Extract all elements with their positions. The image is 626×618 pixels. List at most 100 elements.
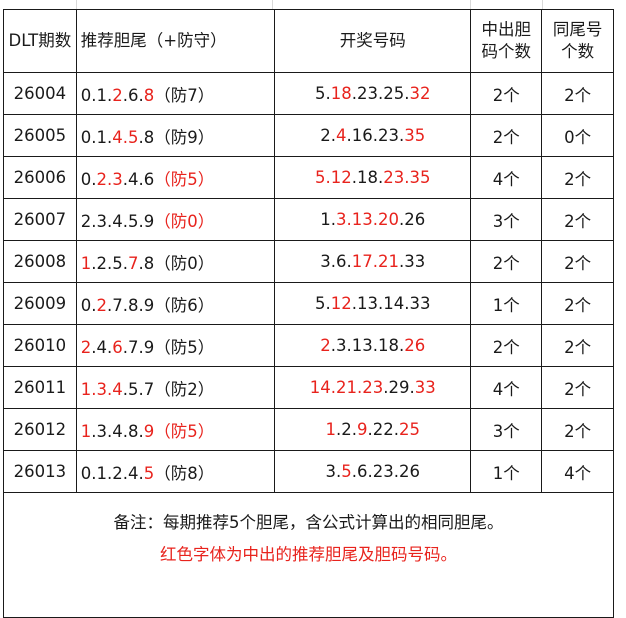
number-text: .2.5.: [91, 253, 128, 273]
hit-count-cell[interactable]: 4个: [470, 366, 543, 409]
period-cell[interactable]: 26004: [3, 72, 77, 115]
hit-number: 4.5: [112, 127, 139, 147]
same-tail-cell[interactable]: 2个: [541, 198, 614, 241]
hit-number: 2: [96, 295, 108, 315]
period-cell[interactable]: 26013: [3, 450, 77, 493]
recommend-cell[interactable]: 0.2.7.8.9（防6）: [75, 282, 276, 325]
draw-cell[interactable]: 14.21.23.29.33: [274, 366, 472, 409]
period-cell[interactable]: 26010: [3, 324, 77, 367]
period-cell[interactable]: 26009: [3, 282, 77, 325]
hit-number: 33: [414, 378, 436, 397]
header-hit[interactable]: 中出胆码个数: [470, 9, 543, 73]
hit-count-cell[interactable]: 4个: [470, 156, 543, 199]
recommend-cell[interactable]: 0.1.4.5.8（防9）: [75, 114, 276, 157]
number-text: .3.4.8.: [91, 421, 144, 441]
hit-number: 5: [143, 463, 155, 483]
draw-cell[interactable]: 5.18.23.25.32: [274, 72, 472, 115]
period-cell[interactable]: 26005: [3, 114, 77, 157]
sheet-gridline: [542, 0, 543, 9]
recommend-cell[interactable]: 1.2.5.7.8（防0）: [75, 240, 276, 283]
hit-number: 25: [399, 420, 420, 439]
number-text: 5.: [315, 84, 331, 103]
hit-number: 32: [409, 84, 431, 103]
draw-cell[interactable]: 3.6.17.21.33: [274, 240, 472, 283]
number-text: .13.14.33: [351, 294, 431, 313]
same-tail-cell[interactable]: 2个: [541, 240, 614, 283]
recommend-cell[interactable]: 1.3.4.5.7（防2）: [75, 366, 276, 409]
hit-count-cell[interactable]: 2个: [470, 72, 543, 115]
number-text: .16.23.: [346, 126, 405, 145]
hit-number: 2.3: [96, 169, 123, 189]
number-text: （防7）: [154, 85, 215, 105]
period-cell[interactable]: 26011: [3, 366, 77, 409]
recommend-cell[interactable]: 1.3.4.8.9（防5）: [75, 408, 276, 451]
draw-cell[interactable]: 5.12.18.23.35: [274, 156, 472, 199]
hit-count-cell[interactable]: 2个: [470, 240, 543, 283]
hit-number: 18: [330, 84, 352, 103]
recommend-cell[interactable]: 0.2.3.4.6（防5）: [75, 156, 276, 199]
number-text: .2.: [336, 420, 357, 439]
sheet-gridline: [76, 0, 77, 9]
same-tail-cell[interactable]: 2个: [541, 366, 614, 409]
same-tail-cell[interactable]: 2个: [541, 408, 614, 451]
sheet-gridline: [272, 0, 273, 9]
number-text: .7.9（防5）: [122, 337, 215, 357]
draw-cell[interactable]: 3.5.6.23.26: [274, 450, 472, 493]
recommend-cell[interactable]: 0.1.2.6.8（防7）: [75, 72, 276, 115]
hit-number: 35: [404, 126, 426, 145]
number-text: 0.: [80, 169, 97, 189]
draw-cell[interactable]: 1.3.13.20.26: [274, 198, 472, 241]
hit-number: 12: [330, 294, 352, 313]
hit-number: 1: [80, 421, 92, 441]
recommend-cell[interactable]: 2.3.4.5.9（防0）: [75, 198, 276, 241]
note-row: 备注：每期推荐5个胆尾，含公式计算出的相同胆尾。 红色字体为中出的推荐胆尾及胆码…: [3, 492, 614, 618]
hit-count-cell[interactable]: 1个: [470, 282, 543, 325]
lottery-table: DLT期数 推荐胆尾（+防守） 开奖号码 中出胆码个数 同尾号个数 26004 0…: [3, 9, 614, 618]
number-text: .6.: [122, 85, 144, 105]
hit-number: 14.21.23: [309, 378, 384, 397]
header-row: DLT期数 推荐胆尾（+防守） 开奖号码 中出胆码个数 同尾号个数: [3, 9, 614, 73]
hit-number: （防5）: [154, 169, 215, 189]
table-row: 26013 0.1.2.4.5（防8） 3.5.6.23.26 1个 4个: [3, 450, 614, 493]
same-tail-cell[interactable]: 2个: [541, 156, 614, 199]
recommend-cell[interactable]: 0.1.2.4.5（防8）: [75, 450, 276, 493]
draw-cell[interactable]: 1.2.9.22.25: [274, 408, 472, 451]
table-row: 26005 0.1.4.5.8（防9） 2.4.16.23.35 2个 0个: [3, 114, 614, 157]
hit-number: 1.3.4: [80, 379, 123, 399]
number-text: 0.: [80, 295, 97, 315]
header-period[interactable]: DLT期数: [3, 9, 77, 73]
same-tail-cell[interactable]: 0个: [541, 114, 614, 157]
header-same-tail[interactable]: 同尾号个数: [541, 9, 614, 73]
draw-cell[interactable]: 2.4.16.23.35: [274, 114, 472, 157]
draw-cell[interactable]: 2.3.13.18.26: [274, 324, 472, 367]
number-text: .8（防9）: [138, 127, 215, 147]
hit-count-cell[interactable]: 3个: [470, 198, 543, 241]
period-cell[interactable]: 26007: [3, 198, 77, 241]
hit-count-cell[interactable]: 1个: [470, 450, 543, 493]
note-cell[interactable]: 备注：每期推荐5个胆尾，含公式计算出的相同胆尾。 红色字体为中出的推荐胆尾及胆码…: [3, 492, 614, 618]
header-draw[interactable]: 开奖号码: [274, 9, 472, 73]
header-hit-text: 中出胆码个数: [481, 20, 532, 61]
same-tail-cell[interactable]: 2个: [541, 324, 614, 367]
header-recommend[interactable]: 推荐胆尾（+防守）: [75, 9, 276, 73]
hit-number: 2: [320, 336, 331, 355]
number-text: .4.: [91, 337, 113, 357]
number-text: 3.6.: [320, 252, 352, 271]
period-cell[interactable]: 26008: [3, 240, 77, 283]
hit-count-cell[interactable]: 3个: [470, 408, 543, 451]
number-text: .29.: [383, 378, 415, 397]
number-text: 1.: [320, 210, 337, 229]
same-tail-cell[interactable]: 2个: [541, 282, 614, 325]
hit-number: 23.35: [383, 168, 431, 187]
hit-count-cell[interactable]: 2个: [470, 114, 543, 157]
same-tail-cell[interactable]: 4个: [541, 450, 614, 493]
hit-count-cell[interactable]: 2个: [470, 324, 543, 367]
period-cell[interactable]: 26012: [3, 408, 77, 451]
recommend-cell[interactable]: 2.4.6.7.9（防5）: [75, 324, 276, 367]
number-text: .22.: [367, 420, 400, 439]
same-tail-cell[interactable]: 2个: [541, 72, 614, 115]
period-cell[interactable]: 26006: [3, 156, 77, 199]
number-text: 3.: [325, 462, 342, 481]
number-text: 0.1.: [80, 127, 113, 147]
draw-cell[interactable]: 5.12.13.14.33: [274, 282, 472, 325]
